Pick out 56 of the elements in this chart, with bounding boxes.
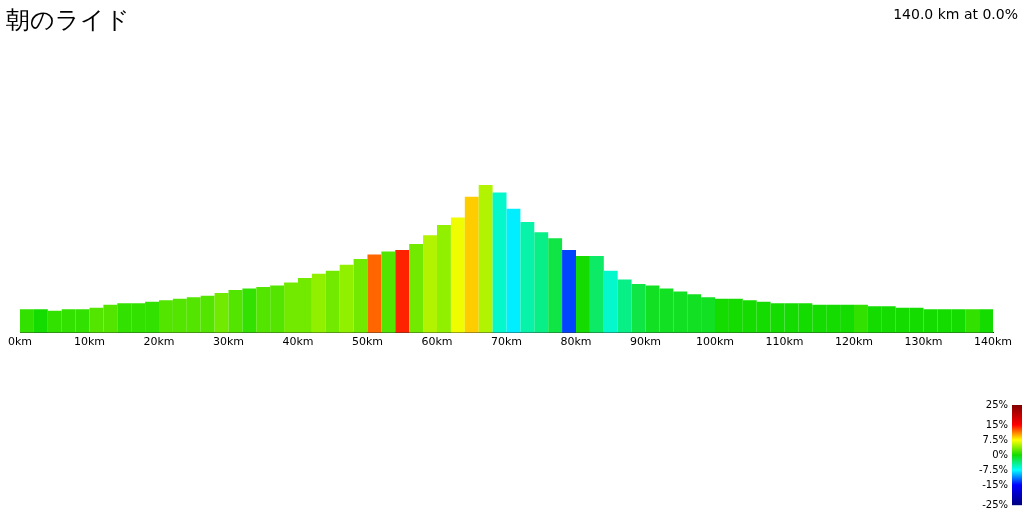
bar bbox=[534, 232, 549, 333]
bar bbox=[214, 292, 229, 333]
bar bbox=[603, 270, 618, 333]
x-tick-label: 70km bbox=[490, 335, 523, 349]
color-bar-label: -25% bbox=[982, 498, 1008, 510]
x-tick-label: 130km bbox=[904, 335, 943, 349]
bar bbox=[548, 238, 563, 333]
bar bbox=[854, 304, 868, 333]
bar bbox=[478, 185, 493, 333]
bar bbox=[617, 279, 632, 333]
bar bbox=[367, 254, 382, 333]
bar bbox=[562, 250, 576, 333]
x-tick-label: 120km bbox=[834, 335, 874, 349]
bar bbox=[381, 251, 396, 333]
bar bbox=[242, 288, 257, 333]
bar bbox=[395, 250, 410, 333]
bar bbox=[450, 217, 465, 333]
bar bbox=[589, 255, 604, 333]
x-tick-label: 40km bbox=[282, 335, 314, 349]
bar bbox=[520, 221, 535, 333]
bar bbox=[631, 284, 646, 333]
bar bbox=[576, 255, 590, 333]
bar bbox=[506, 208, 521, 333]
x-tick-label: 20km bbox=[143, 335, 175, 349]
x-tick-label: 80km bbox=[560, 335, 592, 349]
chart-subtitle: 140.0 km at 0.0% bbox=[893, 6, 1018, 22]
bar bbox=[409, 244, 424, 333]
bar bbox=[339, 264, 354, 333]
bar bbox=[965, 309, 980, 333]
x-tick-label: 60km bbox=[421, 335, 453, 349]
bar bbox=[33, 309, 48, 333]
x-tick-label: 30km bbox=[212, 335, 245, 349]
color-bar-label: 25% bbox=[985, 398, 1008, 410]
color-bar-label: 0% bbox=[992, 448, 1008, 460]
bar bbox=[20, 309, 34, 333]
bar bbox=[437, 224, 451, 333]
color-bar-label: -15% bbox=[982, 478, 1008, 490]
bar bbox=[464, 196, 479, 333]
bar bbox=[492, 192, 507, 333]
x-tick-label: 50km bbox=[351, 335, 384, 349]
color-bar-label: 15% bbox=[985, 418, 1008, 430]
bar bbox=[325, 270, 340, 333]
x-tick-label: 100km bbox=[695, 335, 735, 349]
chart-title: 朝のライド bbox=[6, 5, 130, 36]
bar bbox=[353, 258, 368, 333]
bar bbox=[423, 235, 437, 333]
x-tick-label: 90km bbox=[629, 335, 662, 349]
x-tick-label: 140km bbox=[973, 335, 1013, 349]
x-tick-label: 10km bbox=[73, 335, 106, 349]
color-bar-label: -7.5% bbox=[978, 463, 1008, 475]
bar bbox=[979, 309, 993, 333]
color-bar-label: 7.5% bbox=[982, 433, 1008, 445]
x-tick-label: 110km bbox=[765, 335, 804, 349]
x-tick-label: 0km bbox=[7, 335, 33, 349]
bar bbox=[228, 289, 243, 333]
bar bbox=[311, 273, 326, 333]
